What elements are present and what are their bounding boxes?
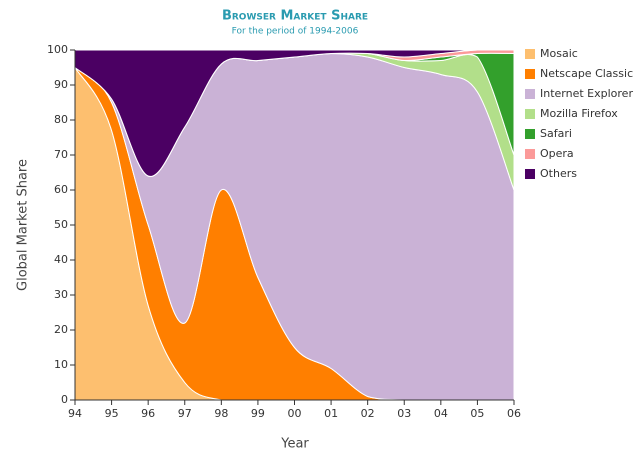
- x-tick-label: 00: [288, 407, 302, 420]
- legend-label: Mozilla Firefox: [540, 107, 618, 120]
- x-tick-label: 99: [251, 407, 265, 420]
- y-tick-label: 30: [54, 288, 68, 301]
- y-tick-label: 40: [54, 253, 68, 266]
- y-tick-label: 50: [54, 218, 68, 231]
- x-tick-label: 05: [470, 407, 484, 420]
- x-tick-label: 01: [324, 407, 338, 420]
- x-tick-label: 03: [397, 407, 411, 420]
- y-tick-label: 20: [54, 323, 68, 336]
- x-tick-label: 94: [68, 407, 82, 420]
- y-tick-label: 100: [47, 43, 68, 56]
- legend-swatch: [525, 89, 535, 99]
- area: [74, 49, 514, 177]
- legend-label: Internet Explorer: [540, 87, 633, 100]
- x-tick-label: 98: [214, 407, 228, 420]
- legend-swatch: [525, 49, 535, 59]
- legend-label: Safari: [540, 127, 572, 140]
- legend-swatch: [525, 169, 535, 179]
- x-tick-label: 95: [105, 407, 119, 420]
- y-tick-label: 80: [54, 113, 68, 126]
- x-tick-label: 02: [361, 407, 375, 420]
- y-axis-label: Global Market Share: [16, 159, 31, 291]
- legend-swatch: [525, 69, 535, 79]
- legend-label: Netscape Classic: [540, 67, 633, 80]
- legend-swatch: [525, 109, 535, 119]
- x-axis-label: Year: [280, 437, 309, 452]
- legend-swatch: [525, 129, 535, 139]
- legend-label: Mosaic: [540, 47, 578, 60]
- legend-swatch: [525, 149, 535, 159]
- x-tick-label: 97: [178, 407, 192, 420]
- legend-label: Opera: [540, 147, 574, 160]
- y-tick-label: 10: [54, 358, 68, 371]
- y-tick-label: 60: [54, 183, 68, 196]
- y-tick-label: 70: [54, 148, 68, 161]
- chart-title: Browser Market Share: [222, 9, 368, 24]
- legend-label: Others: [540, 167, 577, 180]
- x-tick-label: 06: [507, 407, 521, 420]
- y-tick-label: 0: [61, 393, 68, 406]
- x-tick-label: 96: [141, 407, 155, 420]
- x-tick-label: 04: [434, 407, 448, 420]
- y-tick-label: 90: [54, 78, 68, 91]
- chart-subtitle: For the period of 1994-2006: [232, 27, 359, 37]
